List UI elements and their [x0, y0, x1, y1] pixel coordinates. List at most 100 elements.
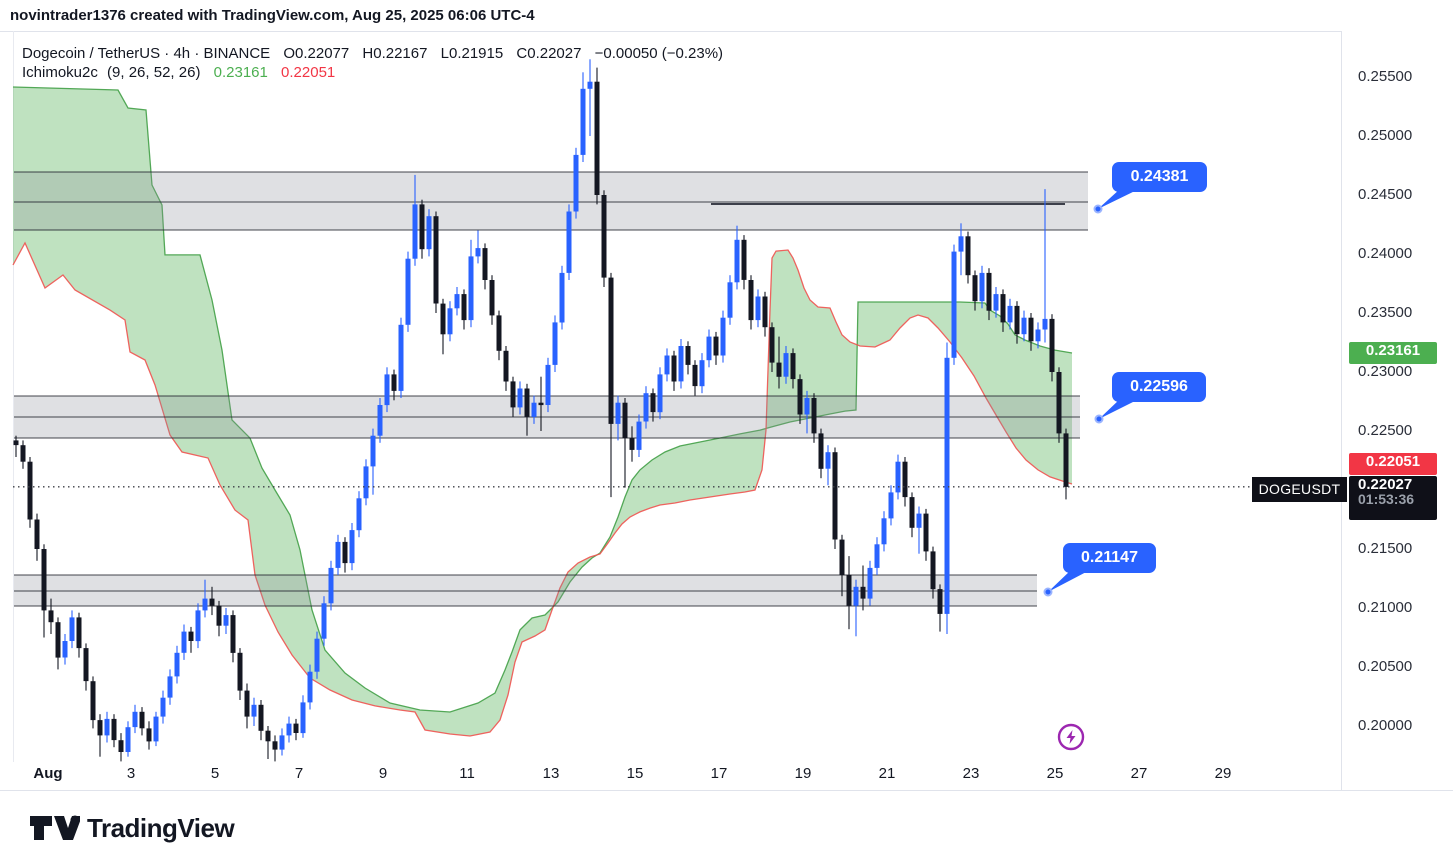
symbol-title[interactable]: Dogecoin / TetherUS · 4h · BINANCE: [22, 45, 271, 62]
candle-body: [657, 374, 663, 413]
candle-body: [55, 622, 61, 658]
price-tick-label: 0.25500: [1358, 68, 1413, 85]
candle-body: [188, 631, 194, 641]
callout-dot[interactable]: [1094, 414, 1104, 424]
candle-body: [174, 652, 180, 677]
candle-body: [314, 638, 320, 672]
ichimoku-cloud: [12, 86, 1073, 737]
price-callout[interactable]: 0.21147: [1063, 543, 1156, 573]
callout-pointer: [1093, 189, 1139, 214]
symbol-legend-row[interactable]: Dogecoin / TetherUS · 4h · BINANCE O0.22…: [22, 44, 723, 63]
indicator-legend-row[interactable]: Ichimoku2c (9, 26, 52, 26) 0.23161 0.220…: [22, 63, 723, 82]
candle-body: [440, 303, 446, 335]
callout-dot[interactable]: [1093, 204, 1103, 214]
time-tick-label: 15: [626, 765, 644, 782]
candle-body: [692, 364, 698, 387]
candle-body: [447, 308, 453, 335]
candle-body: [986, 272, 992, 311]
candle-body: [748, 280, 754, 321]
price-change: −0.00050 (−0.23%): [594, 45, 724, 62]
span-b-price-badge: 0.22051: [1349, 453, 1437, 475]
candle-body: [608, 277, 614, 424]
candle-body: [510, 381, 516, 408]
price-tick-label: 0.20000: [1358, 717, 1413, 734]
candle-body: [804, 398, 810, 415]
span-a-price-badge: 0.23161: [1349, 342, 1437, 364]
candle-body: [153, 716, 159, 742]
indicator-params: (9, 26, 52, 26): [107, 64, 201, 81]
attribution-text: novintrader1376 created with TradingView…: [10, 7, 535, 24]
candle-body: [972, 275, 978, 302]
callout-pointer: [1043, 570, 1090, 597]
price-callout[interactable]: 0.22596: [1112, 372, 1206, 402]
price-tick-label: 0.25000: [1358, 127, 1413, 144]
candle-body: [790, 353, 796, 380]
tradingview-logo-mark: [30, 815, 80, 840]
last-price-value: 0.22027: [1358, 475, 1413, 493]
candle-body: [398, 324, 404, 391]
candle-body: [1014, 305, 1020, 335]
candle-body: [41, 549, 47, 611]
candle-body: [69, 617, 75, 641]
time-tick-label: 13: [542, 765, 560, 782]
candle-body: [944, 357, 950, 614]
candle-body: [223, 615, 229, 626]
candle-body: [860, 586, 866, 599]
tradingview-logo-text: TradingView: [87, 812, 235, 843]
price-tick-label: 0.24000: [1358, 245, 1413, 262]
candle-body: [132, 711, 138, 728]
candle-body: [916, 513, 922, 528]
chart-canvas[interactable]: [0, 0, 1341, 790]
candle-body: [405, 258, 411, 325]
candle-body: [461, 294, 467, 321]
candle-body: [825, 452, 831, 469]
tradingview-logo[interactable]: TradingView: [28, 812, 235, 844]
candle-body: [881, 518, 887, 545]
sr-zone[interactable]: [14, 574, 1037, 607]
price-callout[interactable]: 0.24381: [1112, 162, 1207, 192]
price-tick-label: 0.20500: [1358, 658, 1413, 675]
lightning-icon[interactable]: [1051, 717, 1091, 757]
candle-body: [62, 641, 68, 658]
candle-body: [671, 355, 677, 382]
price-tick-label: 0.24500: [1358, 186, 1413, 203]
time-tick-label: Aug: [33, 765, 63, 782]
candle-body: [482, 248, 488, 280]
candle-body: [762, 296, 768, 328]
price-axis[interactable]: 0.25500 0.25000 0.24500 0.24000 0.23500 0.230…: [1342, 31, 1453, 790]
candle-body: [734, 239, 740, 283]
candle-body: [930, 551, 936, 590]
candle-body: [342, 541, 348, 564]
time-tick-label: 9: [378, 765, 388, 782]
time-tick-label: 21: [878, 765, 896, 782]
chart-top-border: [0, 31, 1453, 32]
candle-body: [181, 631, 187, 653]
callout-tail: [1098, 189, 1139, 209]
candle-body: [741, 239, 747, 280]
callout-dot[interactable]: [1043, 587, 1053, 597]
candle-body: [300, 702, 306, 734]
candle-body: [104, 718, 110, 736]
candle-body: [699, 360, 705, 387]
candle-body: [384, 374, 390, 406]
candle-body: [1049, 318, 1055, 372]
candle-body: [328, 567, 334, 604]
candle-body: [76, 617, 82, 649]
candle-body: [580, 88, 586, 155]
candle-body: [195, 610, 201, 642]
chart-legend[interactable]: Dogecoin / TetherUS · 4h · BINANCE O0.22…: [22, 44, 723, 82]
candle-body: [664, 355, 670, 375]
candle-body: [720, 317, 726, 356]
candle-body: [335, 541, 341, 568]
time-tick-label: 25: [1046, 765, 1064, 782]
candle-body: [419, 204, 425, 250]
candle-body: [517, 388, 523, 408]
candle-body: [965, 236, 971, 276]
candle-body: [286, 723, 292, 736]
candle-body: [265, 730, 271, 742]
indicator-name[interactable]: Ichimoku2c: [22, 64, 98, 81]
candle-body: [643, 393, 649, 422]
time-axis[interactable]: Aug 3 5 7 9 11 13 15 17 19 21 23 25 27 29: [0, 762, 1341, 790]
sr-zone[interactable]: [14, 171, 1088, 231]
indicator-span-a-value: 0.23161: [213, 64, 268, 81]
